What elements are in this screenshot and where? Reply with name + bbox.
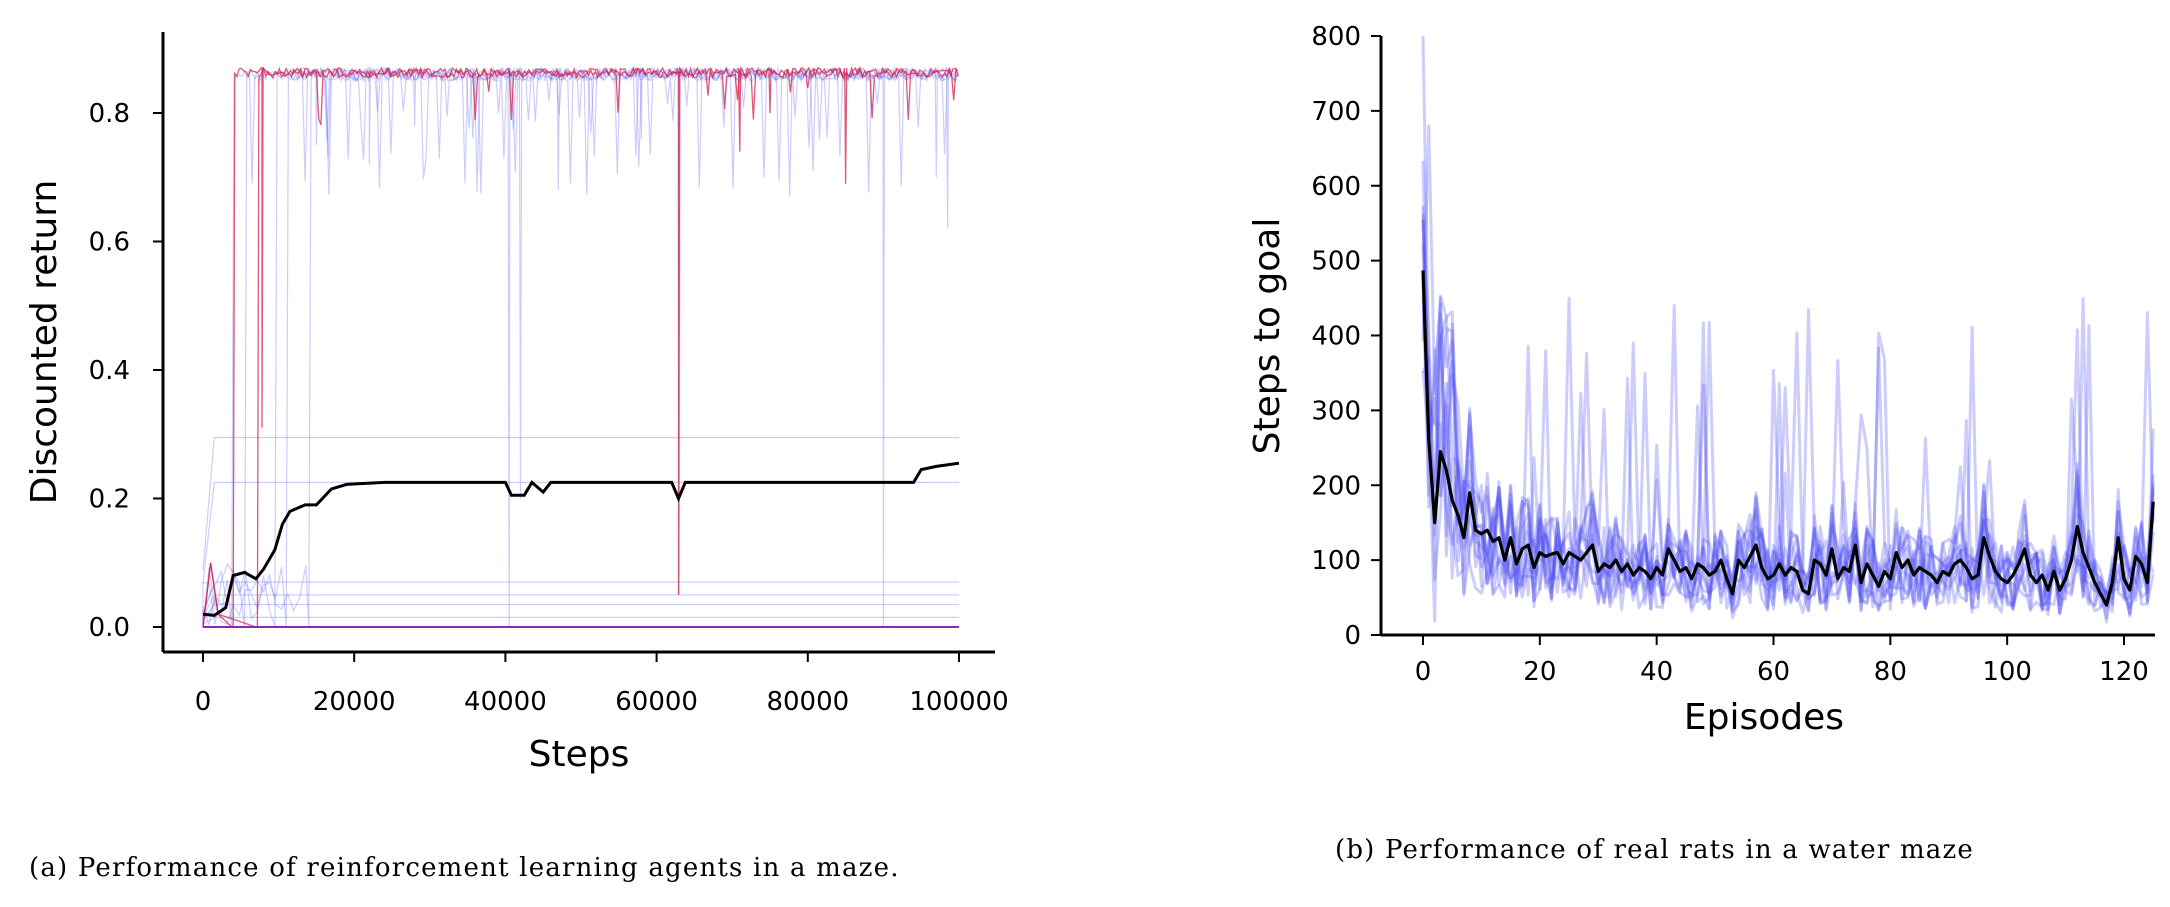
agent-line-red bbox=[202, 65, 958, 628]
y-tick-label: 0 bbox=[1344, 621, 1361, 651]
rat-line bbox=[1421, 297, 2155, 616]
agent-line-blue bbox=[202, 65, 959, 628]
rat-line bbox=[1421, 219, 2155, 612]
y-tick-label: 800 bbox=[1311, 22, 1361, 52]
rat-line bbox=[1421, 124, 2155, 620]
panel-a-x-ticks: 0 20000 40000 60000 80000 100000 bbox=[195, 652, 1009, 717]
x-tick-label: 60 bbox=[1757, 657, 1790, 687]
agent-line-red bbox=[202, 65, 959, 628]
agent-line-flat bbox=[202, 481, 959, 584]
y-tick-label: 0.8 bbox=[89, 99, 130, 129]
x-tick-label: 80 bbox=[1874, 657, 1907, 687]
panel-b-y-axis-label: Steps to goal bbox=[1247, 218, 1288, 455]
rat-line bbox=[1421, 218, 2155, 616]
x-tick-label: 60000 bbox=[615, 687, 698, 717]
rat-line bbox=[1421, 35, 2155, 616]
panel-a-x-axis-label: Steps bbox=[529, 734, 630, 775]
y-tick-label: 0.4 bbox=[89, 356, 130, 386]
x-tick-label: 20 bbox=[1523, 657, 1556, 687]
y-tick-label: 500 bbox=[1311, 247, 1361, 277]
agent-line-flat bbox=[202, 616, 959, 625]
x-tick-label: 0 bbox=[1415, 657, 1432, 687]
panel-b-lines bbox=[1421, 35, 2155, 624]
mean-line bbox=[202, 461, 960, 617]
y-tick-label: 700 bbox=[1311, 97, 1361, 127]
rat-line bbox=[1421, 160, 2155, 624]
y-tick-label: 0.6 bbox=[89, 228, 130, 258]
x-tick-label: 40000 bbox=[464, 687, 547, 717]
y-tick-label: 0.0 bbox=[89, 613, 130, 643]
x-tick-label: 100000 bbox=[909, 687, 1008, 717]
panel-b: 0 20 40 60 80 100 120 0 100 200 300 400 500 600 700 80… bbox=[1247, 22, 2155, 865]
y-tick-label: 0.2 bbox=[89, 485, 130, 515]
panel-b-x-axis-label: Episodes bbox=[1684, 697, 1844, 738]
x-tick-label: 40 bbox=[1640, 657, 1673, 687]
panel-b-x-ticks: 0 20 40 60 80 100 120 bbox=[1415, 635, 2149, 687]
x-tick-label: 0 bbox=[195, 687, 212, 717]
x-tick-label: 80000 bbox=[766, 687, 849, 717]
y-tick-label: 400 bbox=[1311, 322, 1361, 352]
y-tick-label: 200 bbox=[1311, 471, 1361, 501]
rat-line bbox=[1421, 205, 2155, 623]
agent-line-blue bbox=[202, 66, 960, 628]
rat-line bbox=[1421, 321, 2155, 611]
agent-line-blue bbox=[202, 65, 958, 628]
rat-line bbox=[1421, 283, 2155, 614]
panel-a-y-axis-label: Discounted return bbox=[24, 180, 65, 505]
rat-line bbox=[1421, 321, 2155, 620]
panel-b-y-ticks: 0 100 200 300 400 500 600 700 800 bbox=[1311, 22, 1381, 651]
x-tick-label: 100 bbox=[1982, 657, 2032, 687]
y-tick-label: 300 bbox=[1311, 396, 1361, 426]
agent-line-flat bbox=[202, 594, 959, 618]
panel-a: 0 20000 40000 60000 80000 100000 0.0 0.2 0.4 0.6… bbox=[24, 32, 1009, 883]
agent-line-flat bbox=[202, 581, 959, 614]
x-tick-label: 20000 bbox=[313, 687, 396, 717]
rat-mean-line bbox=[1421, 270, 2155, 607]
y-tick-label: 600 bbox=[1311, 172, 1361, 202]
rat-line bbox=[1421, 213, 2155, 614]
agent-line-blue bbox=[202, 66, 958, 628]
panel-a-caption: (a) Performance of reinforcement learnin… bbox=[29, 853, 900, 883]
x-tick-label: 120 bbox=[2099, 657, 2149, 687]
panel-a-lines bbox=[202, 65, 960, 628]
panel-a-y-ticks: 0.0 0.2 0.4 0.6 0.8 bbox=[89, 99, 163, 643]
agent-line-flat bbox=[202, 436, 959, 571]
y-tick-label: 100 bbox=[1311, 546, 1361, 576]
panel-b-caption: (b) Performance of real rats in a water … bbox=[1335, 835, 1974, 865]
